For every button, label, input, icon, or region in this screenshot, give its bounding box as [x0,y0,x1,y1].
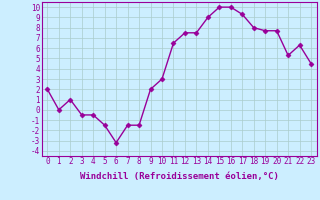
X-axis label: Windchill (Refroidissement éolien,°C): Windchill (Refroidissement éolien,°C) [80,172,279,181]
